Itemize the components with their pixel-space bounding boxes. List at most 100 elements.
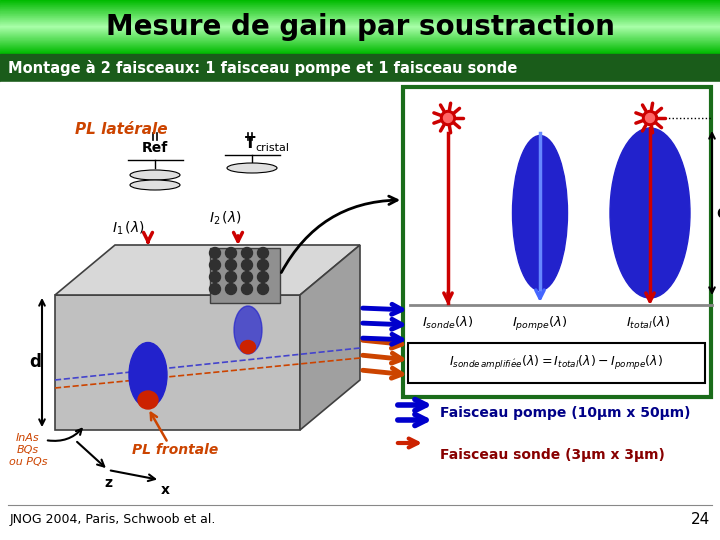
Bar — [0, 9, 720, 11]
Circle shape — [258, 272, 269, 282]
Ellipse shape — [227, 163, 277, 173]
Bar — [0, 0, 720, 2]
Bar — [0, 5, 720, 7]
Text: cristal: cristal — [255, 143, 289, 153]
Bar — [0, 16, 720, 18]
Circle shape — [210, 260, 220, 271]
Text: T: T — [245, 136, 256, 151]
Bar — [0, 36, 720, 38]
Bar — [0, 46, 720, 49]
Bar — [0, 32, 720, 35]
Bar — [0, 14, 720, 16]
Ellipse shape — [234, 306, 262, 354]
Bar — [0, 22, 720, 24]
Bar — [0, 37, 720, 39]
Bar — [0, 51, 720, 53]
Text: $I_{sonde\,amplifi\acute{e}e}(\lambda)= I_{total}(\lambda)- I_{pompe}(\lambda)$: $I_{sonde\,amplifi\acute{e}e}(\lambda)= … — [449, 354, 663, 372]
Bar — [0, 5, 720, 8]
Bar — [0, 8, 720, 10]
Bar — [0, 48, 720, 50]
Bar — [0, 6, 720, 8]
Ellipse shape — [610, 128, 690, 298]
Circle shape — [210, 272, 220, 282]
Bar — [0, 36, 720, 39]
Circle shape — [241, 272, 253, 282]
Circle shape — [225, 260, 236, 271]
Bar — [0, 20, 720, 23]
Bar — [0, 4, 720, 6]
Bar — [0, 40, 720, 42]
Bar — [0, 2, 720, 4]
Bar — [0, 47, 720, 50]
Ellipse shape — [130, 170, 180, 180]
Bar — [0, 26, 720, 29]
Text: Faisceau pompe (10μm x 50μm): Faisceau pompe (10μm x 50μm) — [440, 406, 690, 420]
Text: x: x — [161, 483, 169, 497]
Bar — [0, 18, 720, 21]
Bar — [0, 49, 720, 51]
Bar — [0, 25, 720, 27]
Bar — [0, 13, 720, 15]
Text: d: d — [29, 353, 41, 371]
Circle shape — [241, 260, 253, 271]
Bar — [0, 52, 720, 55]
FancyArrowPatch shape — [282, 196, 397, 273]
Circle shape — [258, 284, 269, 294]
Bar — [0, 46, 720, 48]
Circle shape — [210, 284, 220, 294]
Bar — [0, 41, 720, 43]
Circle shape — [225, 247, 236, 259]
Bar — [0, 30, 720, 32]
Bar — [0, 38, 720, 40]
Bar — [0, 21, 720, 23]
Bar — [0, 25, 720, 28]
Bar — [0, 42, 720, 44]
Text: $I_2\,(\lambda)$: $I_2\,(\lambda)$ — [209, 210, 241, 227]
Bar — [0, 8, 720, 10]
Text: z: z — [104, 476, 112, 490]
Bar — [0, 40, 720, 43]
Circle shape — [646, 113, 654, 123]
Bar — [0, 29, 720, 31]
Bar — [0, 32, 720, 34]
Bar — [0, 82, 720, 540]
Circle shape — [210, 247, 220, 259]
Circle shape — [225, 272, 236, 282]
Bar — [0, 53, 720, 56]
Ellipse shape — [129, 342, 167, 408]
Bar — [210, 248, 280, 303]
Bar — [0, 22, 720, 24]
Text: $I_{total}(\lambda)$: $I_{total}(\lambda)$ — [626, 315, 670, 331]
Bar — [0, 14, 720, 16]
Bar — [0, 43, 720, 45]
Ellipse shape — [138, 391, 158, 409]
Polygon shape — [55, 295, 300, 430]
Bar — [0, 50, 720, 52]
Bar — [0, 24, 720, 26]
Bar — [0, 11, 720, 13]
Bar — [0, 19, 720, 21]
Bar — [408, 343, 705, 383]
Bar — [0, 27, 720, 29]
Ellipse shape — [513, 136, 567, 291]
Bar — [0, 12, 720, 15]
FancyArrowPatch shape — [48, 429, 81, 441]
Bar — [0, 35, 720, 37]
Text: Mesure de gain par soustraction: Mesure de gain par soustraction — [106, 13, 614, 41]
Circle shape — [258, 260, 269, 271]
Bar — [0, 17, 720, 19]
Bar — [0, 3, 720, 5]
Text: Ref: Ref — [142, 141, 168, 155]
Text: $I_{sonde}(\lambda)$: $I_{sonde}(\lambda)$ — [423, 315, 474, 331]
Bar — [0, 45, 720, 47]
Circle shape — [441, 111, 456, 125]
Bar — [0, 45, 720, 48]
Bar — [0, 38, 720, 40]
Circle shape — [225, 284, 236, 294]
Bar — [403, 87, 711, 397]
Text: $I_{pompe}(\lambda)$: $I_{pompe}(\lambda)$ — [512, 315, 568, 333]
Polygon shape — [300, 245, 360, 430]
Bar — [0, 11, 720, 14]
Text: InAs
BQs
ou PQs: InAs BQs ou PQs — [9, 434, 48, 467]
Bar — [0, 10, 720, 12]
